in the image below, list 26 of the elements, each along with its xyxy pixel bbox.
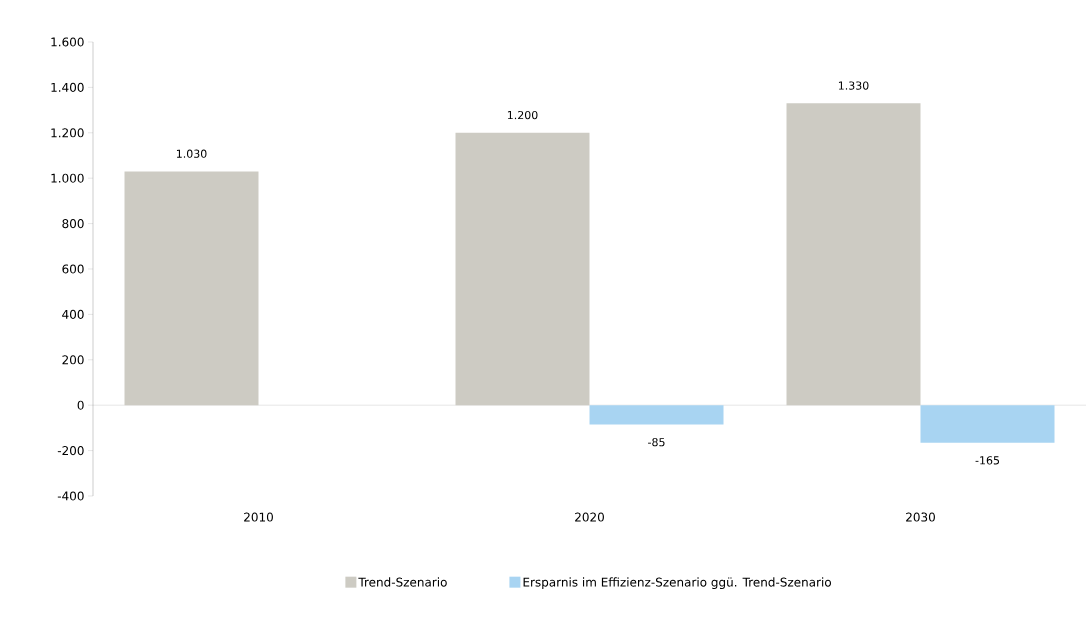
bar [124, 171, 259, 406]
data-label: -85 [648, 438, 665, 447]
data-label: 1.330 [838, 81, 869, 90]
y-tick-label: 800 [62, 219, 84, 229]
bar [786, 103, 921, 406]
y-tick-label: 0 [77, 400, 84, 410]
bar [455, 132, 590, 406]
y-tick-label: 400 [62, 309, 84, 319]
data-label: 1.030 [176, 149, 207, 158]
data-label: 1.200 [507, 110, 538, 120]
y-tick-label: -400 [57, 491, 84, 501]
y-tick-label: 600 [62, 264, 84, 274]
bar [920, 405, 1055, 443]
y-tick-label: 200 [62, 355, 84, 365]
x-tick-label: 2030 [906, 512, 935, 522]
y-tick-label: 1.600 [51, 37, 84, 47]
legend-label: Ersparnis im Effizienz-Szenario ggü. Trend-Szenario [523, 577, 832, 589]
bar [589, 405, 724, 425]
legend-label: Trend-Szenario [358, 577, 447, 587]
y-tick-label: 1.200 [51, 128, 84, 138]
data-label: -165 [975, 456, 1000, 465]
y-tick-label: 1.400 [51, 82, 84, 92]
x-tick-label: 2010 [244, 512, 273, 522]
y-tick-label: 1.000 [51, 173, 84, 183]
x-tick-label: 2020 [575, 512, 604, 522]
y-tick-label: -200 [57, 446, 84, 456]
